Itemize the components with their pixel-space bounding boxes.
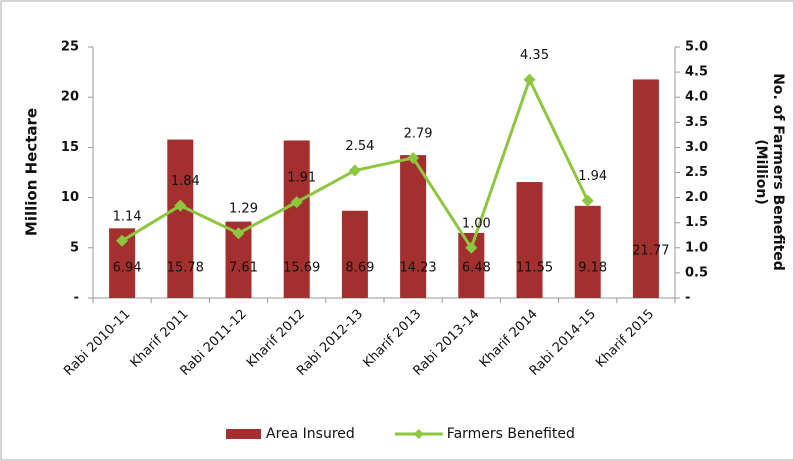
data-label: 21.77 — [632, 244, 669, 259]
line-marker — [465, 241, 478, 254]
y2-tick-label: 1.0 — [685, 240, 708, 255]
legend-label: Area Insured — [266, 426, 355, 442]
y-tick-label: 20 — [61, 90, 79, 105]
data-label: 7.61 — [229, 261, 258, 276]
data-label: 2.54 — [345, 139, 374, 154]
bar — [516, 182, 543, 298]
data-label: 9.18 — [578, 261, 607, 276]
y-axis-label: Million Hectare — [23, 108, 41, 236]
y2-tick-label: 4.5 — [685, 65, 708, 80]
legend-swatch — [226, 429, 261, 439]
bar — [167, 139, 194, 298]
data-label: 14.23 — [399, 261, 436, 276]
y2-tick-label: 2.0 — [685, 190, 708, 205]
line-marker — [407, 151, 420, 164]
y2-tick-label: 0.5 — [685, 265, 708, 280]
y-tick-label: 5 — [70, 240, 79, 255]
y2-tick-label: 3.5 — [685, 115, 708, 130]
line-marker — [290, 196, 303, 209]
line-marker — [348, 164, 361, 177]
data-label: 6.94 — [113, 261, 142, 276]
y-tick-label: 10 — [61, 190, 79, 205]
data-label: 11.55 — [516, 261, 553, 276]
y2-axis-label-line: No. of Farmers Benefited — [770, 73, 786, 271]
data-label: 8.69 — [345, 261, 374, 276]
data-label: 1.84 — [171, 174, 200, 189]
line-marker — [581, 194, 594, 207]
line-marker — [116, 234, 129, 247]
data-label: 15.69 — [283, 261, 320, 276]
data-label: 15.78 — [167, 261, 204, 276]
data-label: 6.48 — [462, 261, 491, 276]
y2-axis-label-line: (Million) — [753, 139, 769, 205]
y2-tick-label: 1.5 — [685, 215, 708, 230]
y2-tick-label: 2.5 — [685, 165, 708, 180]
y2-tick-label: - — [685, 291, 690, 306]
y-tick-label: 25 — [61, 40, 79, 55]
line-marker — [523, 73, 536, 86]
y2-tick-label: 3.0 — [685, 140, 708, 155]
bar — [283, 140, 310, 298]
data-label: 1.91 — [287, 171, 316, 186]
data-label: 1.29 — [229, 202, 258, 217]
data-label: 1.94 — [578, 169, 607, 184]
bar — [574, 205, 601, 298]
legend-label: Farmers Benefited — [447, 426, 575, 442]
line-marker — [174, 199, 187, 212]
bar — [632, 79, 659, 298]
line-marker — [232, 227, 245, 240]
bar — [400, 155, 427, 298]
y-tick-label: 15 — [61, 140, 79, 155]
data-label: 1.00 — [462, 216, 491, 231]
y2-tick-label: 5.0 — [685, 40, 708, 55]
y-tick-label: - — [74, 291, 79, 306]
y2-axis-label: No. of Farmers Benefited(Million) — [753, 73, 786, 271]
data-label: 4.35 — [520, 48, 549, 63]
data-label: 1.14 — [113, 209, 142, 224]
y2-tick-label: 4.0 — [685, 90, 708, 105]
legend-marker — [413, 429, 424, 439]
data-label: 2.79 — [404, 126, 433, 141]
bar — [341, 210, 368, 298]
